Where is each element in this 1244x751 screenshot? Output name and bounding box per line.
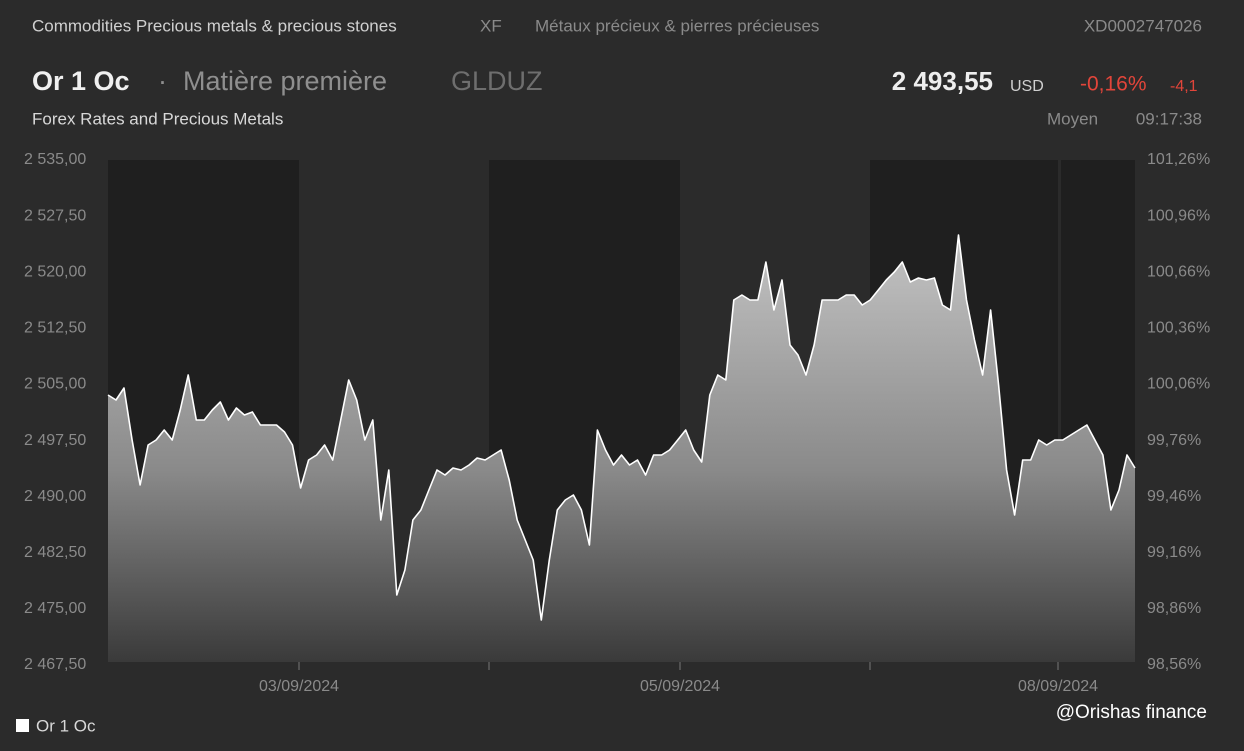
time: 09:17:38 bbox=[1136, 109, 1202, 128]
y-tick-label: 2 497,50 bbox=[24, 432, 86, 449]
change-pct: -0,16% bbox=[1080, 73, 1147, 96]
price: 2 493,55 bbox=[892, 66, 993, 96]
instrument-name: Or 1 Oc bbox=[32, 66, 130, 96]
x-ticks bbox=[298, 662, 1059, 670]
exchange: XF bbox=[480, 16, 502, 35]
legend-swatch bbox=[16, 719, 29, 732]
y-tick-label: 2 475,00 bbox=[24, 600, 86, 617]
isin: XD0002747026 bbox=[1084, 16, 1202, 35]
instrument-kind: Matière première bbox=[183, 66, 387, 96]
y-tick-label: 2 505,00 bbox=[24, 376, 86, 393]
category[interactable]: Commodities Precious metals & precious s… bbox=[32, 16, 397, 35]
y2-tick-label: 101,26% bbox=[1147, 151, 1210, 168]
y-tick-label: 2 512,50 bbox=[24, 320, 86, 337]
category-fr: Métaux précieux & pierres précieuses bbox=[535, 16, 819, 35]
area-fill bbox=[108, 235, 1135, 662]
y2-tick-label: 99,76% bbox=[1147, 432, 1201, 449]
y2-tick-label: 100,36% bbox=[1147, 320, 1210, 337]
x-tick-label: 03/09/2024 bbox=[259, 678, 339, 695]
plot bbox=[107, 234, 1136, 662]
y-tick-label: 2 520,00 bbox=[24, 263, 86, 280]
x-tick-label: 08/09/2024 bbox=[1018, 678, 1098, 695]
currency: USD bbox=[1010, 78, 1044, 95]
price-line bbox=[107, 234, 1136, 621]
y-tick-label: 2 527,50 bbox=[24, 207, 86, 224]
ticker: GLDUZ bbox=[451, 66, 543, 96]
y2-tick-label: 98,56% bbox=[1147, 656, 1201, 673]
y2-tick-label: 100,96% bbox=[1147, 207, 1210, 224]
y-tick-label: 2 482,50 bbox=[24, 544, 86, 561]
y2-tick-label: 100,06% bbox=[1147, 376, 1210, 393]
y2-tick-label: 99,46% bbox=[1147, 488, 1201, 505]
x-tick-label: 05/09/2024 bbox=[640, 678, 720, 695]
separator: · bbox=[158, 66, 167, 96]
watermark: @Orishas finance bbox=[1056, 702, 1207, 723]
source: Forex Rates and Precious Metals bbox=[32, 109, 283, 128]
y2-tick-label: 99,16% bbox=[1147, 544, 1201, 561]
legend-label[interactable]: Or 1 Oc bbox=[36, 716, 96, 735]
y2-tick-label: 98,86% bbox=[1147, 600, 1201, 617]
y2-tick-label: 100,66% bbox=[1147, 263, 1210, 280]
y-tick-label: 2 490,00 bbox=[24, 488, 86, 505]
y-tick-label: 2 535,00 bbox=[24, 151, 86, 168]
change: -4,1 bbox=[1170, 78, 1198, 95]
price-type: Moyen bbox=[1047, 109, 1098, 128]
y-tick-label: 2 467,50 bbox=[24, 656, 86, 673]
